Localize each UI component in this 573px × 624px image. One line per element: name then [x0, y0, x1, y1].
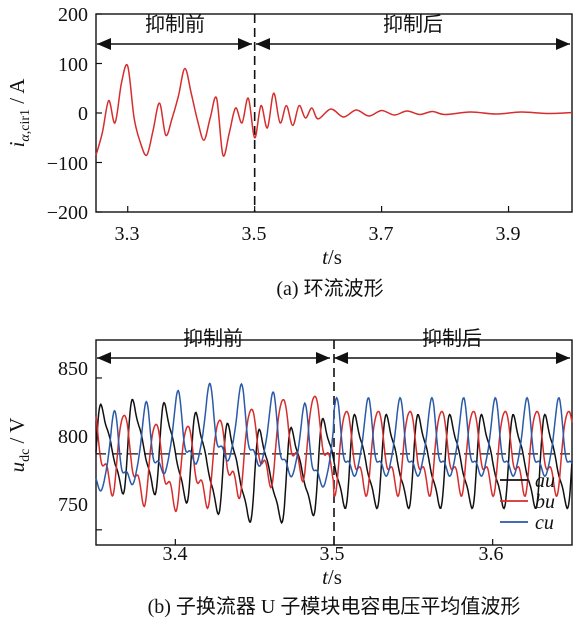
chart-b-series-cu: [95, 382, 573, 492]
chart-b-annotation-before: 抑制前: [183, 326, 243, 350]
chart-b-before-arrow-left: [97, 352, 111, 364]
chart-a-annotation-after: 抑制后: [383, 12, 443, 36]
chart-b-series-group: [95, 382, 573, 525]
legend-au-label: au: [535, 470, 555, 492]
chart-a: 200 100 0 −100 −200 3.3 3.5 3.7 3.9 t/s …: [5, 4, 573, 300]
chart-b-legend: au bu cu: [500, 470, 555, 534]
chart-a-before-arrow-right: [238, 38, 252, 50]
chart-a-ytick-m200: −200: [47, 202, 88, 224]
chart-b-after-arrow-left: [334, 352, 348, 364]
chart-b-xlabel: t/s: [322, 565, 342, 589]
chart-a-ytick-200: 200: [58, 4, 88, 26]
chart-a-annotation-before: 抑制前: [145, 12, 205, 36]
chart-b-after-arrow-right: [556, 352, 570, 364]
chart-a-after-arrow-right: [556, 38, 570, 50]
chart-b-ylabel: udc / V: [5, 418, 33, 473]
chart-b: 850 800 750 3.4 3.5 3.6 t/s udc / V (b) …: [5, 326, 573, 618]
chart-a-ytick-m100: −100: [47, 153, 88, 175]
chart-a-xtick-3.3: 3.3: [115, 223, 140, 245]
chart-b-xtick-3.4: 3.4: [163, 543, 188, 565]
chart-a-ytick-100: 100: [58, 54, 88, 76]
chart-b-before-arrow-right: [316, 352, 330, 364]
chart-b-ytick-750: 750: [58, 494, 88, 516]
chart-a-ticks: [96, 13, 510, 213]
legend-bu-label: bu: [535, 491, 555, 513]
legend-cu-label: cu: [535, 512, 554, 534]
chart-b-series-bu: [95, 395, 573, 513]
chart-b-ytick-800: 800: [58, 426, 88, 448]
chart-a-xtick-3.9: 3.9: [496, 223, 521, 245]
chart-a-after-arrow-left: [256, 38, 270, 50]
chart-a-xtick-3.7: 3.7: [369, 223, 394, 245]
chart-a-ylabel: iα,cir1 / A: [5, 78, 33, 148]
chart-a-xlabel: t/s: [322, 245, 342, 269]
chart-b-ytick-850: 850: [58, 358, 88, 380]
chart-b-caption: (b) 子换流器 U 子模块电容电压平均值波形: [148, 595, 521, 618]
chart-b-annotation-after: 抑制后: [422, 326, 482, 350]
chart-a-xtick-3.5: 3.5: [242, 223, 267, 245]
chart-b-series-au: [95, 398, 573, 525]
chart-b-xtick-3.6: 3.6: [479, 543, 504, 565]
chart-a-caption: (a) 环流波形: [276, 277, 383, 300]
chart-a-before-arrow-left: [97, 38, 111, 50]
chart-a-series-line: [95, 63, 573, 157]
chart-a-ytick-0: 0: [78, 103, 88, 125]
chart-b-xtick-3.5: 3.5: [320, 543, 345, 565]
